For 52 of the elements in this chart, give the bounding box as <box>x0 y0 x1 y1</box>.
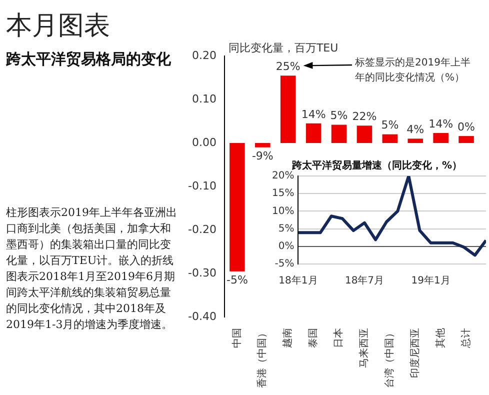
x-tick-label: 其他 <box>434 328 446 348</box>
annotation: 0% <box>458 120 475 134</box>
y-axis-title: 同比变化量，百万TEU <box>228 41 338 54</box>
x-tick-label: 中国 <box>230 328 243 348</box>
y-tick-label: -0.30 <box>188 266 216 280</box>
bar <box>408 138 423 143</box>
y-tick-label: -0.20 <box>188 222 216 236</box>
x-tick-label: 马来西亚 <box>358 328 370 368</box>
x-tick-label: 印度尼西亚 <box>408 328 421 378</box>
annotation: 5% <box>381 118 399 132</box>
bar <box>280 76 296 143</box>
y-tick-label: 0.20 <box>192 48 216 62</box>
annotation: 14% <box>301 108 326 121</box>
annotation: 25% <box>276 60 300 73</box>
bar <box>458 136 474 143</box>
y-tick-label: 15% <box>272 188 294 200</box>
x-tick-label: 日本 <box>332 328 345 348</box>
y-tick-label: 0.10 <box>192 92 216 106</box>
y-tick-label: 0.00 <box>192 136 216 149</box>
bar <box>230 143 245 272</box>
y-tick-label: -0.40 <box>188 310 216 323</box>
annotation: -9% <box>252 150 274 163</box>
x-tick-label: 台湾（中国） <box>384 328 396 388</box>
y-tick-label: 5% <box>278 223 294 234</box>
annotation: 4% <box>406 123 424 136</box>
x-tick-label: 香港（中国） <box>256 328 268 388</box>
annotation: 22% <box>352 110 377 123</box>
annotation: -5% <box>226 274 248 287</box>
y-tick-label: -5% <box>274 258 294 270</box>
bar <box>356 126 372 143</box>
annotation: 标签显示的是2019年上半年的同比变化情况（%） <box>354 56 470 84</box>
chart-title: 跨太平洋贸易量增速（同比变化，%） <box>290 160 462 172</box>
y-tick-label: -0.10 <box>188 179 216 192</box>
y-tick-label: 0% <box>278 240 294 252</box>
x-tick-label: 总计 <box>460 328 472 349</box>
bar <box>255 143 270 148</box>
bar <box>306 123 322 143</box>
x-tick-label: 19年1月 <box>411 274 450 287</box>
text: 柱形图表示2019年上半年各亚洲出口商到北美（包括美国，加拿大和墨西哥）的集装箱出口量的同比变化量，以百万TEU计。嵌入的折线图表示2018年1月至2019年6月期间跨太平洋航线的集装箱贸易总量的同比变化情况，其中2018年及2019年1-3月的增速为季度增速。 <box>6 205 178 333</box>
x-tick-label: 越南 <box>282 328 294 348</box>
annotation: 14% <box>428 117 454 130</box>
chart-title: 本月图表 <box>6 10 110 43</box>
bar <box>382 134 398 143</box>
bar <box>331 124 347 143</box>
y-tick-label: 20% <box>272 170 294 182</box>
bar <box>433 132 448 143</box>
y-tick-label: 10% <box>272 206 294 217</box>
x-tick-label: 泰国 <box>308 328 320 348</box>
text: 跨太平洋贸易格局的变化 <box>6 49 171 70</box>
annotation: 5% <box>330 109 348 122</box>
x-tick-label: 18年1月 <box>278 274 318 287</box>
x-tick-label: 18年7月 <box>344 274 384 287</box>
